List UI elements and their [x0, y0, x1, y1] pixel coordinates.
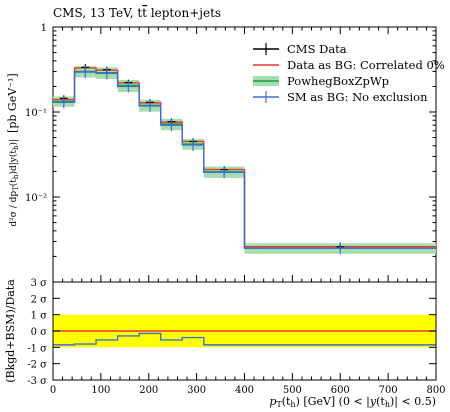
chart-title: CMS, 13 TeV, tt lepton+jets	[53, 6, 221, 20]
ratio-tick-label-4: -1 σ	[27, 343, 47, 354]
x-tick-label-6: 600	[331, 385, 350, 396]
x-tick-label-3: 300	[187, 385, 206, 396]
x-tick-label-7: 700	[379, 385, 398, 396]
ratio-lines	[53, 330, 436, 346]
legend-label: SM as BG: No exclusion	[287, 90, 428, 104]
legend-item-powhegboxzpwp: PowhegBoxZpWp	[253, 74, 389, 88]
ratio-plot: 3 σ 2 σ 1 σ 0 σ -1 σ -2 σ -3 σ 0 100 200 300 400 50…	[27, 278, 445, 396]
x-tick-label-2: 200	[139, 385, 158, 396]
ratio-tick-label-3: 0 σ	[31, 327, 48, 338]
ratio-tick-label-0: 3 σ	[31, 278, 48, 289]
y-tick-label-2: 10⁻²	[25, 193, 47, 204]
legend: CMS Data Data as BG: Correlated 0% PowhegB…	[253, 42, 445, 104]
legend-item-sm-as-bg-no-exclusion: SM as BG: No exclusion	[253, 90, 428, 104]
legend-item-cms-data: CMS Data	[253, 42, 347, 56]
ratio-y-ticks: 3 σ 2 σ 1 σ 0 σ -1 σ -2 σ -3 σ	[27, 278, 436, 387]
y-axis-label: d²σ / dpT(th)d|y(th)|[pb GeV⁻¹]	[6, 73, 20, 226]
ratio-y-axis-label: (Bkgd+BSM)/Data	[4, 279, 17, 383]
x-tick-label-8: 800	[426, 385, 445, 396]
x-tick-label-1: 100	[91, 385, 110, 396]
legend-label: PowhegBoxZpWp	[287, 74, 389, 88]
ratio-tick-label-6: -3 σ	[27, 376, 47, 387]
x-tick-label-5: 500	[283, 385, 302, 396]
legend-label: Data as BG: Correlated 0%	[287, 58, 445, 72]
ratio-tick-label-1: 2 σ	[31, 294, 48, 305]
main-x-ticks	[52, 27, 437, 282]
ratio-x-ticks: 0 100 200 300 400 500 600 700 800	[50, 373, 446, 396]
main-y-ticks: 1 10⁻¹ 10⁻²	[25, 23, 436, 283]
main-lines	[53, 64, 436, 255]
y-tick-label-1: 10⁻¹	[25, 108, 47, 119]
ratio-tick-label-5: -2 σ	[27, 360, 47, 371]
legend-item-data-as-bg-correlated-0: Data as BG: Correlated 0%	[253, 58, 445, 72]
y-tick-label-0: 1	[41, 23, 47, 34]
x-axis-label: pT(th) [GeV] (0 < |y(th)| < 0.5)	[269, 395, 436, 409]
ratio-tick-label-2: 1 σ	[31, 311, 48, 322]
ratio-sm-as-bg-no-exclusion-line	[53, 332, 436, 346]
main-plot: 1 10⁻¹ 10⁻²	[25, 23, 437, 283]
legend-label: CMS Data	[287, 42, 347, 56]
x-tick-label-0: 0	[50, 385, 56, 396]
x-tick-label-4: 400	[235, 385, 254, 396]
